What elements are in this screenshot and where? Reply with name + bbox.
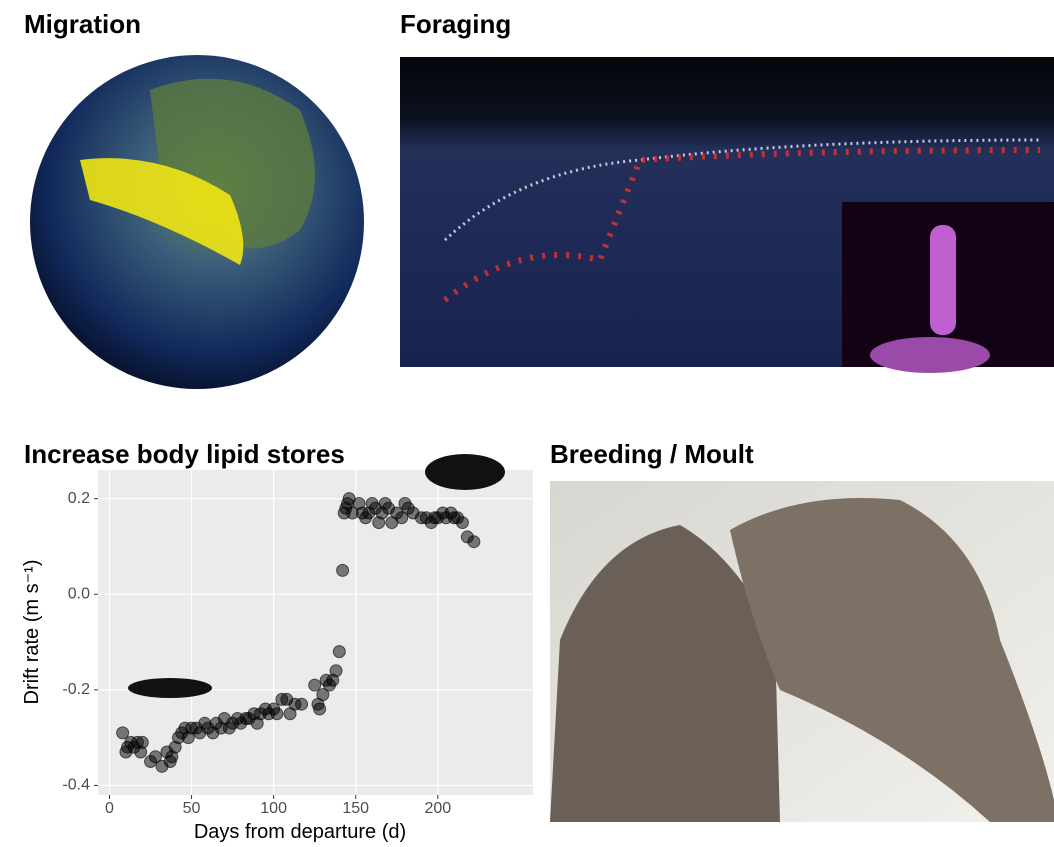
y-axis-title: Drift rate (m s⁻¹) — [21, 560, 43, 705]
migration-tracks — [80, 158, 244, 265]
inset-seal-head — [870, 337, 990, 373]
x-tick-label: 50 — [183, 800, 201, 817]
seal-silhouette-thin — [128, 678, 212, 698]
point — [467, 535, 481, 549]
chart: Increase body lipid stores Days from dep… — [21, 439, 533, 843]
y-tick-label: 0.0 — [68, 585, 90, 602]
point — [135, 735, 149, 749]
x-tick-label: 150 — [342, 800, 369, 817]
point — [455, 516, 469, 530]
inset-prey — [930, 225, 956, 335]
seal-right — [730, 498, 1054, 822]
point — [395, 511, 409, 525]
panel-title: Breeding / Moult — [550, 439, 754, 469]
plot-background — [98, 470, 533, 795]
point — [313, 702, 327, 716]
point — [316, 688, 330, 702]
x-tick-label: 100 — [260, 800, 287, 817]
seal-silhouette-fat — [425, 454, 505, 490]
point — [148, 750, 162, 764]
point — [336, 563, 350, 577]
y-tick-label: -0.2 — [62, 681, 90, 698]
point — [116, 726, 130, 740]
point — [332, 645, 346, 659]
x-tick-label: 200 — [424, 800, 451, 817]
seal-left — [550, 525, 780, 822]
point — [270, 707, 284, 721]
panel-title: Migration — [24, 9, 141, 39]
panel-title: Foraging — [400, 9, 511, 39]
point — [329, 664, 343, 678]
chart-title: Increase body lipid stores — [24, 439, 345, 469]
x-tick-label: 0 — [105, 800, 114, 817]
point — [295, 697, 309, 711]
y-tick-label: -0.4 — [62, 777, 90, 794]
point — [308, 678, 322, 692]
y-tick-label: 0.2 — [68, 490, 90, 507]
continent — [150, 78, 315, 248]
dive-track — [443, 138, 1041, 242]
x-axis-title: Days from departure (d) — [194, 821, 406, 843]
